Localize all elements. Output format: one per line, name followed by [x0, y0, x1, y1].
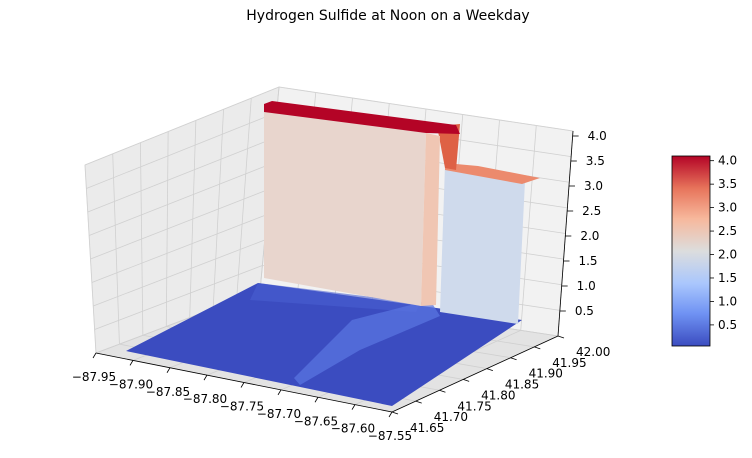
colorbar-tick-label: 4.0	[718, 154, 737, 168]
surface-wall-side	[421, 133, 440, 306]
x-tick-mark	[314, 397, 319, 403]
surface-rear-ridge	[264, 101, 460, 134]
left-pane-grid-line	[112, 153, 120, 345]
left-pane-grid-line	[212, 109, 224, 309]
surface-right-step	[445, 163, 540, 184]
x-tick-label: −87.60	[331, 422, 375, 436]
surface-large-wall	[264, 110, 426, 306]
y-tick-label: 41.65	[410, 421, 444, 435]
surface-center-stripe	[294, 300, 440, 385]
y-axis-line	[391, 335, 559, 413]
x-tick-label: −87.65	[294, 414, 338, 428]
left-pane-grid-line	[94, 265, 263, 330]
surface	[126, 101, 540, 406]
z-tick-label: 2.5	[582, 204, 601, 218]
colorbar-tick-label: 0.5	[718, 318, 737, 332]
y-tick-mark	[463, 379, 470, 382]
colorbar-fill	[671, 155, 711, 347]
x-tick-mark	[351, 404, 356, 410]
colorbar-tick-label: 2.0	[718, 248, 737, 262]
colorbar-tick-label: 2.5	[718, 224, 737, 238]
y-tick-mark	[439, 389, 446, 393]
left-pane-grid-line	[84, 164, 97, 354]
y-tick-label: 42.00	[576, 345, 610, 359]
x-tick-mark	[203, 374, 208, 381]
left-pane-grid-line	[93, 239, 265, 307]
y-tick-label: 41.70	[434, 410, 468, 424]
y-tick-label: 41.85	[505, 378, 539, 392]
colorbar: 0.5 1.0 1.5 2.0 2.5 3.0 3.5 4.0	[671, 154, 737, 347]
x-tick-label: −87.85	[146, 385, 190, 399]
colorbar-tick-label: 1.0	[718, 294, 737, 308]
x-axis: −87.95−87.90−87.85−87.80−87.75−87.70−87.…	[72, 352, 412, 443]
left-pane-grid-line	[140, 142, 144, 336]
y-tick-label: 41.95	[552, 356, 586, 370]
left-pane-grid-line	[91, 214, 268, 283]
x-tick-mark	[166, 367, 171, 373]
colorbar-tick-label: 3.5	[718, 177, 737, 191]
left-pane-grid-line	[86, 112, 277, 189]
z-tick-label: 1.0	[577, 279, 596, 293]
x-tick-mark	[388, 411, 393, 418]
surface-base-sheen	[250, 283, 420, 312]
left-pane-grid-line	[87, 137, 275, 213]
back-pane-grid-line	[520, 125, 537, 331]
x-tick-label: −87.75	[220, 400, 264, 414]
left-pane-grid-line	[90, 188, 270, 260]
x-tick-label: −87.55	[368, 429, 412, 443]
z-tick-label: 2.0	[580, 229, 599, 243]
colorbar-tick-label: 1.5	[718, 271, 737, 285]
y-tick-mark	[557, 335, 565, 339]
colorbar-tick-label: 3.0	[718, 201, 737, 215]
z-axis: 0.5 1.0 1.5 2.0 2.5 3.0 3.5 4.0	[557, 129, 607, 337]
z-tick-label: 4.0	[588, 129, 607, 143]
y-tick-mark	[391, 411, 399, 415]
z-tick-label: 3.5	[586, 154, 605, 168]
z-tick-label: 1.5	[578, 254, 597, 268]
y-tick-mark	[510, 357, 517, 361]
left-pane-grid-line	[84, 86, 280, 166]
z-axis-line	[557, 130, 574, 337]
x-tick-mark	[277, 389, 282, 396]
left-pane-grid-line	[236, 98, 252, 300]
y-tick-mark	[415, 400, 422, 404]
z-tick-label: 3.0	[584, 179, 603, 193]
left-pane-grid-line	[165, 131, 169, 327]
y-tick-mark	[534, 346, 541, 350]
x-tick-label: −87.90	[109, 377, 153, 391]
x-tick-label: −87.80	[183, 392, 227, 406]
x-tick-mark	[92, 352, 97, 359]
x-tick-label: −87.70	[257, 407, 301, 421]
y-tick-label: 41.80	[481, 388, 515, 402]
x-tick-label: −87.95	[72, 370, 116, 384]
left-pane-grid-line	[88, 163, 273, 236]
surface-center-spike	[437, 124, 460, 170]
y-tick-mark	[486, 368, 493, 371]
surface-right-wall	[440, 165, 525, 324]
y-tick-label: 41.75	[457, 399, 491, 413]
y-tick-label: 41.90	[529, 367, 563, 381]
z-tick-label: 0.5	[575, 304, 594, 318]
x-tick-mark	[129, 360, 134, 366]
chart-title: Hydrogen Sulfide at Noon on a Weekday	[246, 8, 530, 24]
x-tick-mark	[240, 382, 245, 388]
left-pane-grid-line	[189, 120, 197, 318]
